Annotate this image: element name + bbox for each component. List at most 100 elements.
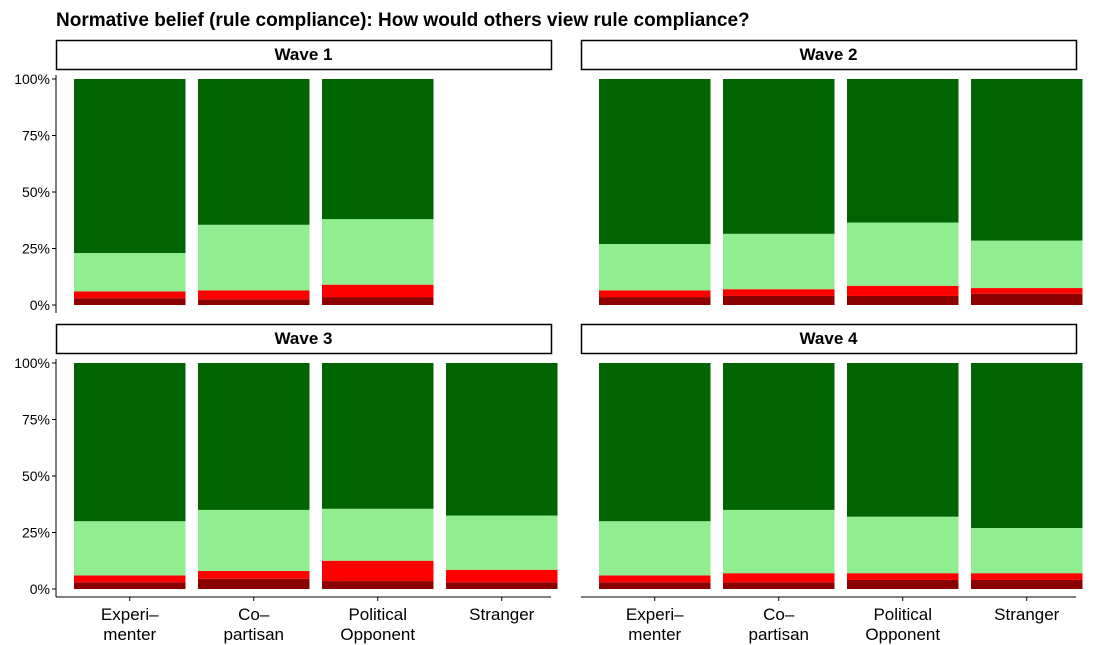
bar-segment	[198, 290, 310, 300]
facet-strip-label: Wave 2	[800, 45, 858, 64]
bar-segment	[446, 363, 558, 516]
bar-segment	[723, 582, 835, 589]
chart-title: Normative belief (rule compliance): How …	[56, 10, 750, 31]
bar-segment	[322, 79, 434, 220]
bar-segment	[971, 573, 1083, 580]
bar-segment	[599, 297, 711, 305]
bar-segment	[723, 509, 835, 574]
x-tick-label-line: Experi–	[626, 605, 684, 624]
bar-segment	[723, 233, 835, 290]
bar-segment	[322, 508, 434, 561]
bar-segment	[971, 579, 1083, 589]
x-tick-label: Stranger	[469, 605, 535, 624]
facet-panel: Wave 4 Experi– menter Co– partisan Political O…	[580, 323, 1083, 644]
y-tick-label: 0%	[30, 581, 50, 597]
bar-segment	[847, 79, 959, 223]
bar-segment	[322, 297, 434, 305]
facet-panels: Wave 1 0% 25% 50% 75% 100% Wave 2 Wave 3 0% 25% 50…	[14, 39, 1083, 644]
bar-segment	[723, 79, 835, 234]
x-tick-label: Experi– menter	[626, 605, 684, 644]
bar-segment	[74, 298, 186, 305]
bar-segment	[971, 288, 1083, 294]
facet-strip	[55, 39, 553, 71]
x-tick-label-line: partisan	[749, 625, 809, 644]
bar-segment	[74, 253, 186, 292]
bar-segment	[971, 527, 1083, 574]
y-tick-label: 25%	[22, 525, 50, 541]
bar-segment	[971, 240, 1083, 289]
y-tick-label: 100%	[14, 355, 50, 371]
bar-segment	[599, 79, 711, 244]
facet-strip	[580, 323, 1078, 355]
bar-segment	[198, 224, 310, 291]
facet-panel: Wave 2	[580, 39, 1083, 305]
bar-segment	[971, 293, 1083, 305]
bar-segment	[198, 79, 310, 225]
bar-segment	[971, 79, 1083, 241]
facet-strip	[580, 39, 1078, 71]
bar-segment	[322, 363, 434, 509]
x-tick-label-line: partisan	[224, 625, 284, 644]
bar-segment	[599, 363, 711, 522]
bar-segment	[74, 291, 186, 299]
bar-segment	[74, 363, 186, 522]
x-tick-label-line: Co–	[763, 605, 795, 624]
bar-segment	[847, 573, 959, 580]
x-tick-label-line: Political	[348, 605, 407, 624]
bar-segment	[446, 569, 558, 583]
x-tick-label: Co– partisan	[224, 605, 284, 644]
bar-segment	[847, 363, 959, 517]
bar-segment	[198, 570, 310, 579]
x-tick-label-line: Experi–	[101, 605, 159, 624]
y-tick-label: 100%	[14, 71, 50, 87]
bar-segment	[599, 582, 711, 589]
bar-segment	[198, 509, 310, 571]
bar-segment	[723, 363, 835, 510]
bar-segment	[74, 521, 186, 576]
bar-segment	[847, 295, 959, 305]
x-tick-label-line: Political	[873, 605, 932, 624]
y-tick-label: 50%	[22, 184, 50, 200]
bar-segment	[723, 289, 835, 296]
bar-segment	[446, 515, 558, 570]
x-tick-label: Experi– menter	[101, 605, 159, 644]
bar-segment	[599, 521, 711, 576]
bar-segment	[971, 363, 1083, 528]
bar-segment	[723, 295, 835, 305]
facet-panel: Wave 3 0% 25% 50% 75% 100% Experi– menter Co– par…	[14, 323, 558, 644]
x-tick-label-line: Opponent	[340, 625, 415, 644]
bar-segment	[723, 573, 835, 583]
y-tick-label: 0%	[30, 297, 50, 313]
bar-segment	[847, 579, 959, 589]
facet-strip-label: Wave 3	[275, 329, 333, 348]
bar-segment	[847, 222, 959, 286]
x-tick-label: Political Opponent	[340, 605, 415, 644]
bar-segment	[322, 284, 434, 298]
x-tick-label: Stranger	[994, 605, 1060, 624]
x-tick-label-line: Stranger	[469, 605, 535, 624]
x-tick-label-line: Opponent	[865, 625, 940, 644]
y-tick-label: 50%	[22, 468, 50, 484]
bar-segment	[599, 290, 711, 298]
bar-segment	[322, 219, 434, 285]
x-tick-label: Political Opponent	[865, 605, 940, 644]
x-tick-label-line: Co–	[238, 605, 270, 624]
y-tick-label: 75%	[22, 128, 50, 144]
x-tick-label-line: menter	[103, 625, 156, 644]
y-tick-label: 75%	[22, 412, 50, 428]
bar-segment	[847, 516, 959, 574]
x-tick-label-line: Stranger	[994, 605, 1060, 624]
x-tick-label-line: menter	[628, 625, 681, 644]
bar-segment	[322, 560, 434, 582]
facet-panel: Wave 1 0% 25% 50% 75% 100%	[14, 39, 553, 313]
facet-strip-label: Wave 4	[800, 329, 859, 348]
bar-segment	[74, 582, 186, 589]
facet-strip-label: Wave 1	[275, 45, 333, 64]
bar-segment	[74, 79, 186, 254]
bar-segment	[599, 575, 711, 583]
bar-segment	[74, 575, 186, 583]
x-tick-label: Co– partisan	[749, 605, 809, 644]
bar-segment	[599, 243, 711, 291]
bar-segment	[198, 299, 310, 305]
